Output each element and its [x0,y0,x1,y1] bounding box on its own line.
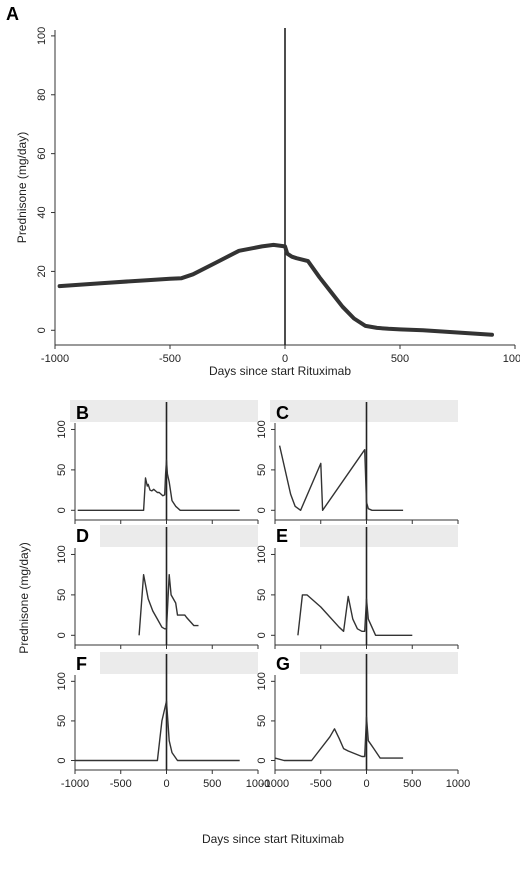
panel-g: G 0 50 100 -1000 -500 0 500 1000 [256,652,470,790]
y-tick-label: 100 [36,27,48,45]
y-tick-label: 0 [256,632,268,638]
y-tick-label: 100 [56,545,68,563]
y-tick-label: 50 [256,589,268,601]
y-tick-label: 0 [56,507,68,513]
panel-d: D 0 50 100 [56,525,259,649]
y-tick-label: 50 [56,715,68,727]
y-tick-label: 100 [256,672,268,690]
x-tick-label: -500 [159,353,181,365]
y-tick-label: 0 [56,632,68,638]
panel-strip-c [270,400,458,422]
y-tick-label: 60 [36,148,48,160]
panel-letter-b: B [76,403,89,423]
y-tick-label: 100 [56,672,68,690]
common-x-axis-title: Days since start Rituximab [202,832,344,846]
panel-strip-f [100,652,258,674]
panel-a: A 0 20 40 60 80 100 -1000 -500 0 500 1000 Days since… [6,4,520,378]
common-y-axis-title: Prednisone (mg/day) [17,542,31,653]
x-tick-label: 1000 [503,353,520,365]
y-tick-label: 0 [56,757,68,763]
x-tick-label: 500 [203,778,221,790]
x-tick-label: -500 [310,778,332,790]
panel-b: B 0 50 100 [56,400,259,524]
panel-e: E 0 50 100 [256,525,459,649]
panel-strip-e [300,525,458,547]
y-tick-label: 50 [256,464,268,476]
y-tick-label: 100 [256,420,268,438]
y-tick-label: 40 [36,206,48,218]
x-axis-title-a: Days since start Rituximab [209,364,351,378]
x-tick-label: 1000 [246,778,270,790]
panel-letter-c: C [276,403,289,423]
x-tick-label: 500 [403,778,421,790]
y-tick-label: 50 [256,715,268,727]
series-line-g-0 [274,716,404,762]
y-tick-label: 0 [256,507,268,513]
series-line-c-0 [278,445,404,511]
y-tick-label: 100 [256,545,268,563]
y-tick-label: 0 [36,327,48,333]
x-tick-label: 0 [363,778,369,790]
y-tick-label: 100 [56,420,68,438]
x-tick-label: -1000 [261,778,289,790]
series-line-d-0 [138,574,199,636]
panel-strip-b [70,400,258,422]
series-line-f-0 [75,700,240,762]
x-tick-label: -1000 [61,778,89,790]
x-tick-label: -500 [110,778,132,790]
panel-letter-g: G [276,654,290,674]
series-line-a-0 [57,242,494,337]
panel-letter-a: A [6,4,19,24]
x-tick-label: -1000 [41,353,69,365]
x-tick-label: 500 [391,353,409,365]
panel-c: C 0 50 100 [256,400,459,524]
y-tick-label: 80 [36,89,48,101]
series-line-e-0 [297,594,413,636]
x-tick-label: 1000 [446,778,470,790]
x-tick-label: 0 [282,353,288,365]
panel-strip-g [300,652,458,674]
y-tick-label: 0 [256,757,268,763]
y-axis-title-a: Prednisone (mg/day) [15,132,29,243]
panel-letter-f: F [76,654,87,674]
y-tick-label: 50 [56,464,68,476]
x-tick-label: 0 [163,778,169,790]
panel-letter-e: E [276,526,288,546]
y-tick-label: 50 [56,589,68,601]
panel-strip-d [100,525,258,547]
series-line-b-0 [77,459,240,511]
y-tick-label: 20 [36,265,48,277]
panel-letter-d: D [76,526,89,546]
